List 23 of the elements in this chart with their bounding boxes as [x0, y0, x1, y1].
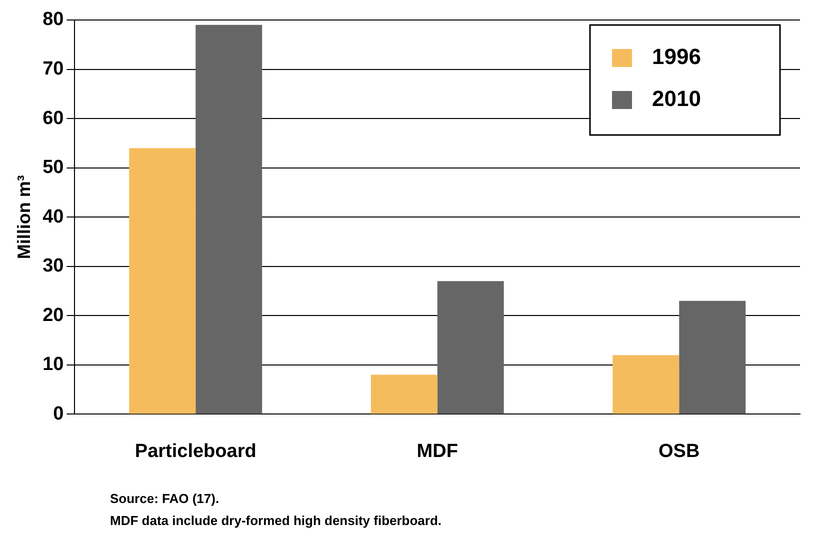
y-tick-label: 30 [42, 256, 64, 277]
y-tick-label: 0 [53, 403, 64, 424]
legend-label: 2010 [652, 86, 701, 112]
x-tick-label: OSB [658, 440, 700, 462]
bar [129, 148, 196, 414]
y-tick-label: 80 [42, 9, 64, 30]
y-tick-label: 20 [42, 304, 64, 326]
bar [679, 300, 746, 414]
bar [612, 355, 680, 414]
x-tick-label: MDF [416, 440, 458, 462]
y-tick-label: 60 [42, 108, 64, 129]
bar [437, 281, 504, 414]
y-tick-label: 40 [42, 206, 64, 228]
y-axis-title: Million m³ [14, 175, 34, 260]
bar [196, 24, 262, 414]
x-tick-label: Particleboard [134, 440, 256, 462]
y-tick-label: 50 [42, 157, 64, 178]
legend-label: 1996 [652, 44, 701, 70]
text: MDF data include dry-formed high density fiberboard. [110, 513, 442, 528]
y-tick-label: 70 [42, 58, 64, 80]
bar [370, 374, 438, 414]
y-tick-label: 10 [42, 354, 64, 376]
source-note: Source: FAO (17). [110, 491, 220, 506]
